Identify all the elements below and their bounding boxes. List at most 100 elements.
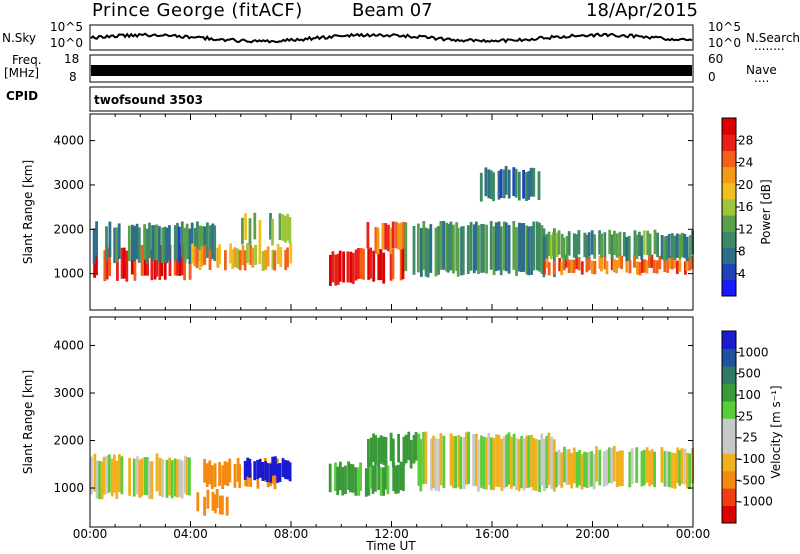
scatter-cell — [675, 260, 679, 274]
scatter-cell — [417, 223, 420, 273]
power-data — [92, 165, 694, 286]
scatter-cell — [208, 460, 212, 485]
scatter-cell — [537, 171, 541, 200]
scatter-cell — [397, 464, 400, 494]
scatter-cell — [520, 223, 523, 272]
scatter-cell — [108, 221, 112, 258]
scatter-cell — [648, 233, 652, 259]
scatter-cell — [466, 225, 470, 274]
scatter-cell — [598, 449, 602, 486]
scatter-cell — [241, 217, 244, 245]
scatter-cell — [273, 465, 277, 490]
scatter-cell — [603, 232, 607, 257]
colorbar-swatch — [722, 279, 736, 297]
scatter-cell — [188, 248, 192, 280]
scatter-cell — [545, 234, 549, 259]
velocity-data — [90, 431, 694, 516]
y-tick-label: 3000 — [53, 178, 84, 192]
scatter-cell — [595, 446, 598, 482]
scatter-cell — [598, 230, 601, 255]
scatter-cell — [680, 448, 684, 484]
scatter-cell — [278, 463, 282, 482]
scatter-cell — [550, 436, 554, 489]
scatter-cell — [670, 452, 674, 489]
nsearch-dots: ........ — [754, 39, 785, 53]
noise-right-tick-bottom: 10^0 — [708, 36, 741, 50]
scatter-cell — [215, 489, 219, 508]
noise-panel — [89, 24, 694, 51]
scatter-cell — [424, 431, 428, 484]
freq-label: Freq. — [12, 53, 42, 67]
scatter-cell — [688, 257, 691, 271]
scatter-cell — [504, 165, 508, 195]
scatter-cell — [377, 461, 381, 490]
scatter-cell — [286, 460, 290, 480]
scatter-cell — [492, 172, 495, 202]
scatter-cell — [93, 453, 97, 492]
scatter-cell — [155, 453, 159, 492]
scatter-cell — [645, 260, 649, 274]
scatter-cell — [685, 257, 689, 271]
time-tick-label: 20:00 — [575, 527, 610, 541]
scatter-cell — [115, 460, 119, 499]
colorbar-tick-label: 1000 — [738, 345, 769, 359]
scatter-cell — [622, 232, 626, 257]
scatter-cell — [462, 436, 466, 490]
scatter-cell — [246, 457, 250, 477]
scatter-cell — [211, 223, 215, 259]
scatter-cell — [286, 247, 289, 268]
scatter-cell — [472, 224, 476, 274]
scatter-cell — [618, 254, 621, 269]
colorbar-tick-label: 28 — [738, 133, 753, 147]
scatter-cell — [110, 458, 114, 497]
scatter-cell — [633, 230, 637, 255]
date-title: 18/Apr/2015 — [586, 0, 698, 21]
scatter-cell — [549, 234, 553, 260]
scatter-cell — [635, 447, 639, 483]
scatter-cell — [288, 462, 292, 482]
scatter-cell — [552, 231, 556, 257]
scatter-cell — [660, 447, 664, 483]
colorbar-swatch — [722, 166, 736, 184]
scatter-cell — [585, 234, 589, 260]
nave-dots: .... — [754, 71, 770, 85]
scatter-cell — [170, 460, 174, 499]
scatter-cell — [95, 221, 98, 257]
velocity-axes: 1000 2000 3000 4000 — [53, 317, 694, 527]
scatter-cell — [542, 237, 546, 262]
scatter-cell — [442, 435, 446, 489]
scatter-cell — [686, 452, 689, 489]
scatter-cell — [254, 244, 257, 265]
scatter-cell — [382, 436, 386, 466]
scatter-cell — [384, 437, 388, 466]
scatter-cell — [535, 221, 539, 271]
scatter-cell — [354, 467, 358, 496]
colorbar-tick-label: 20 — [738, 178, 753, 192]
scatter-cell — [269, 213, 272, 240]
freq-left-tick-top: 18 — [64, 52, 80, 66]
scatter-cell — [515, 437, 518, 490]
scatter-cell — [646, 230, 650, 256]
scatter-cell — [264, 461, 268, 481]
scatter-cell — [656, 232, 659, 258]
scatter-cell — [647, 254, 651, 268]
scatter-cell — [612, 258, 616, 273]
scatter-cell — [520, 435, 524, 489]
scatter-cell — [603, 256, 607, 270]
scatter-cell — [221, 495, 224, 515]
colorbar-tick-label: 12 — [738, 222, 753, 236]
scatter-cell — [504, 222, 508, 272]
scatter-cell — [457, 435, 461, 488]
colorbar-swatch — [722, 383, 736, 402]
scatter-cell — [377, 437, 380, 467]
scatter-cell — [120, 247, 124, 279]
scatter-cell — [372, 433, 375, 462]
scatter-cell — [461, 226, 465, 275]
scatter-cell — [665, 235, 669, 261]
colorbar-swatch — [722, 348, 736, 367]
scatter-cell — [666, 259, 670, 273]
scatter-cell — [525, 225, 529, 275]
scatter-cell — [439, 221, 443, 270]
scatter-cell — [98, 461, 101, 500]
scatter-cell — [474, 221, 478, 271]
